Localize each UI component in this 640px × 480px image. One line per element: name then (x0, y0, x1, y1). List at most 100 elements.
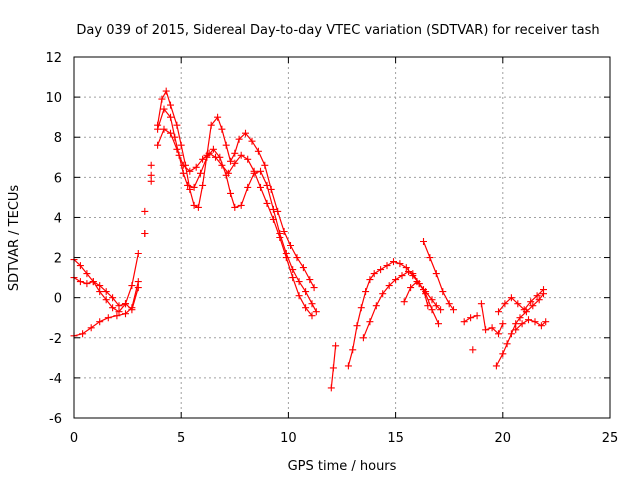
data-point (329, 364, 337, 372)
data-point (269, 215, 277, 223)
data-point (392, 276, 400, 284)
data-point (435, 320, 442, 328)
data-point (184, 181, 192, 189)
data-point (344, 362, 352, 370)
data-point (405, 268, 412, 276)
data-point (263, 199, 271, 207)
data-point (409, 270, 417, 278)
data-point (173, 121, 181, 129)
series-trace (422, 240, 455, 311)
data-point (192, 163, 200, 171)
data-point (420, 286, 427, 294)
data-point (87, 324, 95, 332)
data-point (428, 296, 436, 304)
x-tick-label: 10 (280, 431, 297, 446)
data-point (134, 250, 142, 257)
data-point (141, 207, 149, 215)
y-tick-label: 2 (54, 252, 62, 267)
data-point (432, 270, 440, 278)
data-point (533, 292, 541, 300)
data-point (450, 306, 457, 314)
data-point (218, 125, 226, 133)
data-point (477, 300, 485, 308)
y-tick-label: -2 (49, 332, 62, 347)
data-point (244, 155, 252, 163)
data-point (525, 316, 532, 324)
data-point (162, 87, 170, 95)
data-point (282, 254, 290, 262)
data-point (207, 121, 215, 129)
y-tick-label: -4 (49, 372, 62, 387)
data-point (231, 159, 239, 167)
series-trace (495, 293, 545, 367)
data-point (492, 362, 500, 370)
data-series (70, 87, 550, 392)
data-point (332, 342, 340, 350)
data-point (128, 304, 136, 312)
data-point (467, 314, 475, 322)
data-point (469, 346, 477, 354)
data-point (495, 308, 502, 316)
data-point (295, 292, 303, 300)
data-point (134, 278, 142, 286)
data-point (235, 135, 243, 143)
series-trace (403, 281, 429, 307)
data-point (353, 322, 361, 330)
y-tick-label: 8 (54, 131, 62, 146)
data-point (306, 276, 314, 284)
series-trace (347, 261, 442, 367)
data-point (512, 326, 520, 334)
data-point (242, 129, 249, 137)
data-point (199, 181, 207, 189)
data-point (308, 312, 316, 320)
data-point (147, 161, 155, 169)
data-point (535, 296, 543, 304)
data-point (134, 284, 142, 292)
x-tick-label: 25 (602, 431, 619, 446)
data-point (349, 346, 357, 354)
data-point (115, 302, 123, 310)
series-track-e (359, 268, 442, 342)
data-point (177, 141, 185, 149)
data-point (445, 300, 453, 308)
data-point (473, 312, 481, 320)
data-point (518, 320, 526, 328)
data-point (179, 169, 187, 177)
data-point (248, 137, 256, 145)
data-point (514, 300, 522, 308)
data-point (420, 238, 427, 245)
data-point (310, 284, 318, 292)
data-point (499, 350, 507, 358)
x-tick-label: 15 (387, 431, 404, 446)
data-point (231, 203, 239, 211)
data-point (289, 274, 297, 282)
data-point (276, 234, 284, 241)
data-point (109, 294, 117, 302)
data-point (167, 113, 174, 121)
y-tick-label: 6 (54, 171, 62, 186)
data-point (76, 278, 84, 286)
data-point (439, 288, 447, 296)
data-point (160, 105, 168, 113)
data-point (396, 260, 404, 268)
data-point (488, 324, 496, 332)
data-point (370, 270, 378, 278)
series-track-h (495, 286, 550, 334)
data-point (154, 125, 162, 133)
data-point (186, 167, 194, 175)
data-point (379, 290, 387, 298)
data-point (205, 149, 213, 157)
series-track-a (70, 87, 318, 316)
data-point (167, 129, 174, 137)
data-point (122, 300, 129, 308)
data-point (274, 207, 282, 215)
data-point (190, 183, 198, 191)
data-point (257, 183, 264, 191)
plot-frame (73, 56, 611, 419)
data-point (160, 125, 168, 133)
series-trace (515, 319, 547, 331)
data-point (222, 141, 230, 149)
data-point (96, 282, 104, 290)
series-track-b (70, 105, 320, 316)
